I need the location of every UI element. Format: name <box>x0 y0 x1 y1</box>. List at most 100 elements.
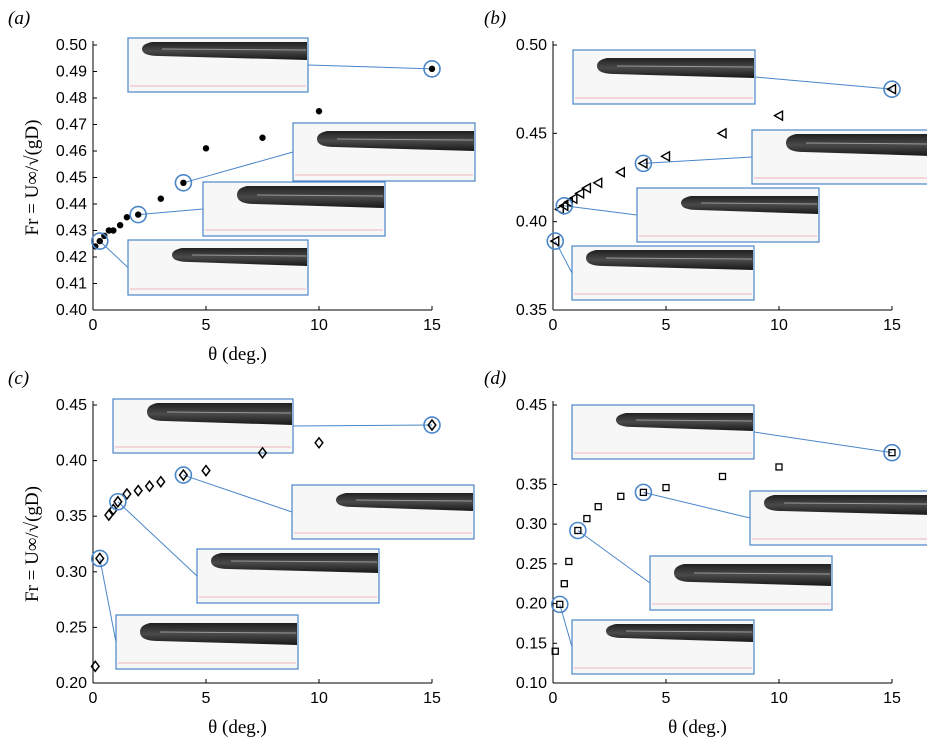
y-tick-label: 0.30 <box>516 516 547 533</box>
x-tick-label: 15 <box>423 317 441 334</box>
y-tick-label: 0.35 <box>56 508 87 525</box>
inset-highlight <box>161 48 307 51</box>
y-tick-label: 0.20 <box>516 596 547 613</box>
inset-cavity <box>147 403 292 425</box>
inset-highlight <box>625 630 753 633</box>
x-tick-label: 0 <box>89 690 98 707</box>
data-point <box>617 492 625 500</box>
inset-highlight <box>336 138 474 141</box>
data-point <box>113 495 123 508</box>
inset-connector <box>554 240 573 274</box>
highlight-ring <box>883 443 901 462</box>
data-point <box>660 150 671 162</box>
inset-connector <box>754 76 893 90</box>
inset-cavity <box>172 248 307 266</box>
highlight-ring <box>569 521 587 540</box>
y-tick-label: 0.43 <box>56 223 87 240</box>
inset-connector <box>117 501 198 577</box>
y-tick-label: 0.47 <box>56 117 87 134</box>
data-point <box>775 463 783 471</box>
inset-highlight <box>355 499 473 502</box>
y-tick-label: 0.45 <box>516 125 547 142</box>
data-point <box>565 557 573 566</box>
data-point <box>108 503 119 516</box>
data-point <box>580 182 592 194</box>
inset-cavity <box>211 553 378 573</box>
inset-cavity <box>786 134 927 156</box>
data-point <box>662 483 670 492</box>
y-axis-label: Fr = U∞/√(gD) <box>22 486 43 602</box>
x-tick-label: 10 <box>310 317 328 334</box>
data-point <box>551 647 559 655</box>
y-tick-label: 0.15 <box>516 635 547 652</box>
highlight-ring <box>423 416 441 434</box>
y-tick-label: 0.30 <box>56 564 87 581</box>
data-point <box>257 446 268 460</box>
data-point <box>96 237 103 245</box>
data-point <box>567 193 578 205</box>
y-tick-label: 0.45 <box>516 397 547 414</box>
y-tick-label: 0.45 <box>56 170 87 187</box>
data-point <box>428 65 436 73</box>
y-tick-label: 0.10 <box>516 675 547 692</box>
inset-connector <box>99 558 117 643</box>
x-tick-label: 5 <box>662 690 671 707</box>
data-point <box>594 503 602 511</box>
x-tick-label: 5 <box>202 690 211 707</box>
y-tick-label: 0.42 <box>56 249 87 266</box>
data-point <box>110 227 117 234</box>
highlight-ring <box>109 492 127 511</box>
inset-connector <box>183 151 294 184</box>
highlight-ring <box>634 154 653 173</box>
inset-highlight <box>805 142 927 145</box>
y-tick-label: 0.25 <box>516 556 547 573</box>
data-point <box>592 177 603 189</box>
inset-cavity <box>586 250 753 270</box>
x-tick-label: 0 <box>89 317 98 334</box>
data-point <box>558 200 569 212</box>
x-tick-label: 15 <box>423 690 441 707</box>
y-tick-label: 0.49 <box>56 64 87 81</box>
highlight-ring <box>546 232 565 250</box>
y-tick-label: 0.40 <box>516 214 547 231</box>
y-tick-label: 0.20 <box>56 675 87 692</box>
panel-label: (c) <box>8 368 29 389</box>
data-point <box>105 227 113 234</box>
inset-highlight <box>191 254 307 257</box>
inset-cavity <box>616 413 753 431</box>
inset-highlight <box>616 65 754 68</box>
inset-highlight <box>693 572 831 575</box>
data-point <box>122 487 132 501</box>
inset-cavity <box>674 564 831 586</box>
data-point <box>427 418 437 432</box>
data-point <box>180 179 187 186</box>
inset-connector <box>138 208 204 216</box>
highlight-ring <box>423 60 441 78</box>
highlight-ring <box>634 483 653 502</box>
x-axis-label: θ (deg.) <box>668 717 727 738</box>
data-point <box>123 214 131 221</box>
panel-label: (d) <box>484 368 506 389</box>
x-tick-label: 15 <box>883 690 901 707</box>
inset-highlight <box>783 502 927 505</box>
data-point <box>583 514 591 523</box>
inset-connector <box>577 530 651 584</box>
data-point <box>259 134 266 141</box>
highlight-ring <box>90 232 109 250</box>
data-point <box>718 472 727 481</box>
data-point <box>157 195 164 202</box>
data-point <box>144 479 155 493</box>
data-point <box>202 145 210 152</box>
x-tick-label: 5 <box>202 317 211 334</box>
data-point <box>156 475 166 488</box>
inset-cavity <box>681 196 818 214</box>
highlight-ring <box>129 205 147 224</box>
x-tick-label: 15 <box>883 317 901 334</box>
inset-cavity <box>317 131 474 151</box>
y-tick-label: 0.48 <box>56 90 87 107</box>
y-tick-label: 0.41 <box>56 276 87 293</box>
x-tick-label: 0 <box>549 317 558 334</box>
y-tick-label: 0.35 <box>516 476 547 493</box>
data-point <box>639 488 648 497</box>
panel-label: (a) <box>8 8 30 29</box>
